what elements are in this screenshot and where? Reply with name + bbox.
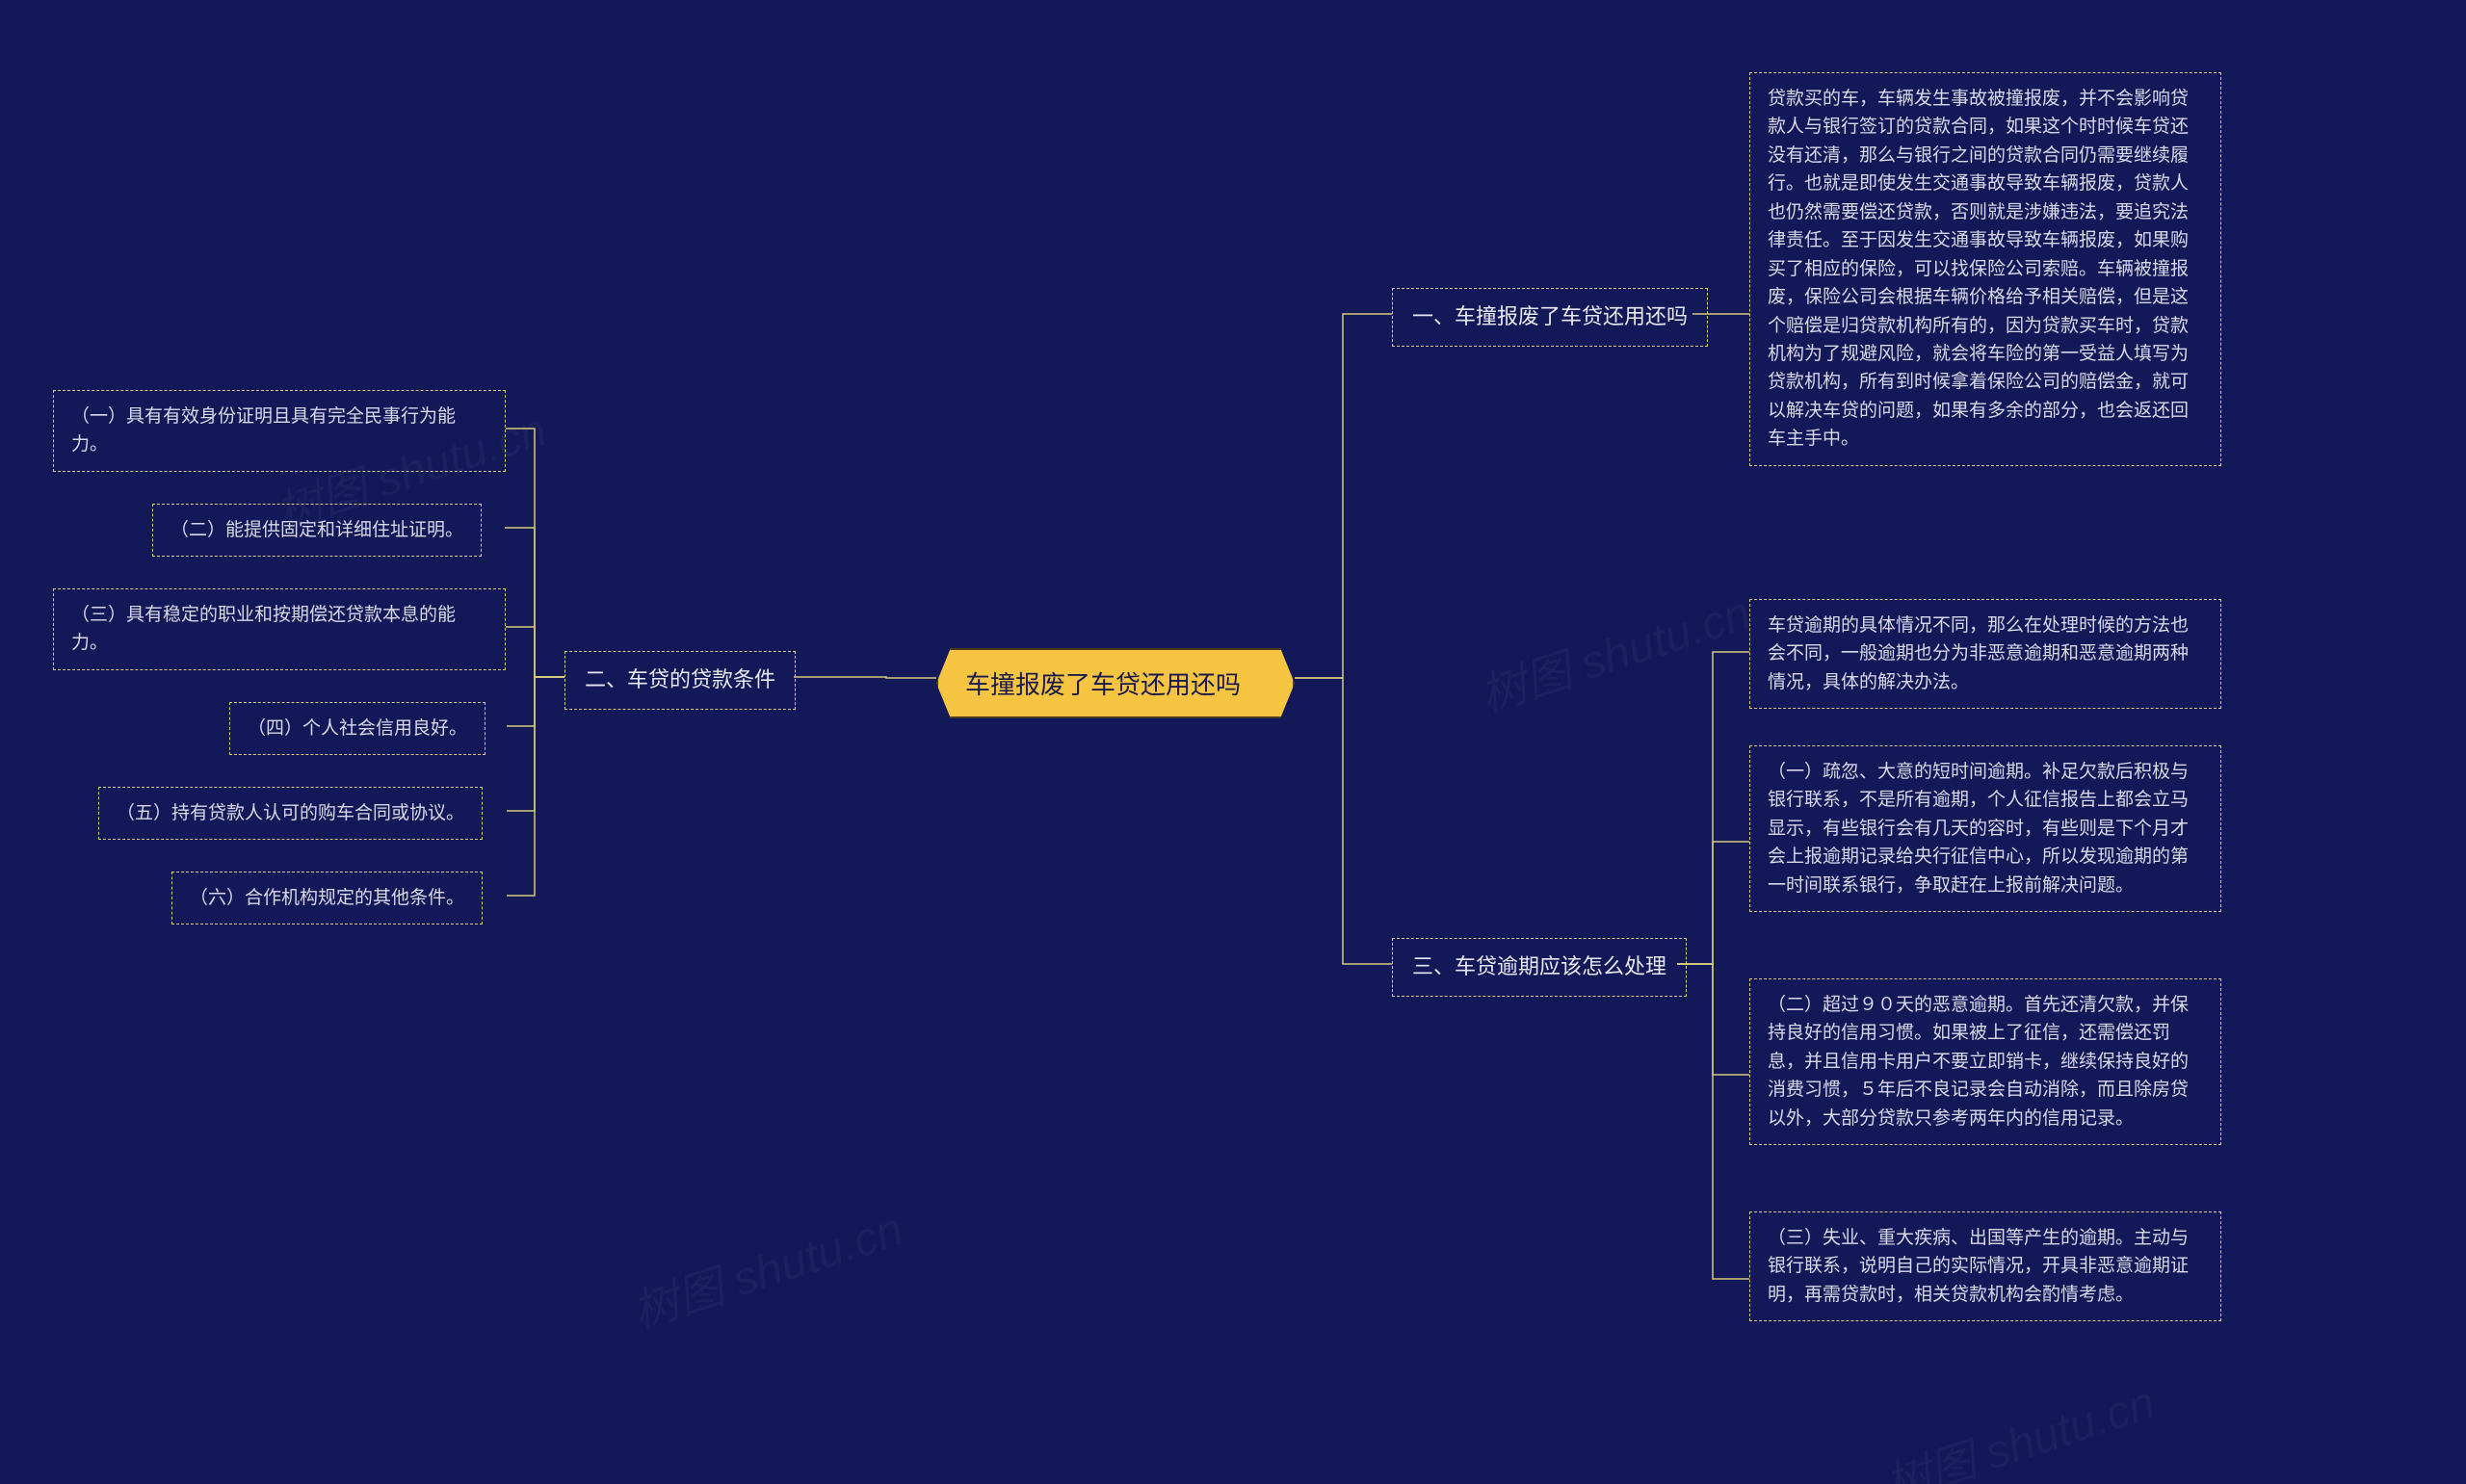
- leaf-node-2-1[interactable]: （一）具有有效身份证明且具有完全民事行为能力。: [53, 390, 506, 472]
- leaf-node-3-2[interactable]: （一）疏忽、大意的短时间逾期。补足欠款后积极与银行联系，不是所有逾期，个人征信报…: [1749, 745, 2221, 912]
- watermark: 树图 shutu.cn: [1470, 575, 1757, 725]
- branch-node-1[interactable]: 一、车撞报废了车贷还用还吗: [1392, 288, 1708, 347]
- leaf-node-3-3[interactable]: （二）超过９０天的恶意逾期。首先还清欠款，并保持良好的信用习惯。如果被上了征信，…: [1749, 978, 2221, 1145]
- leaf-node-2-4[interactable]: （四）个人社会信用良好。: [229, 702, 485, 755]
- leaf-node-3-4[interactable]: （三）失业、重大疾病、出国等产生的逾期。主动与银行联系，说明自己的实际情况，开具…: [1749, 1211, 2221, 1321]
- branch-node-2[interactable]: 二、车贷的贷款条件: [564, 651, 796, 710]
- leaf-node-2-3[interactable]: （三）具有稳定的职业和按期偿还贷款本息的能力。: [53, 588, 506, 670]
- watermark: 树图 shutu.cn: [622, 1191, 909, 1341]
- branch-node-3[interactable]: 三、车贷逾期应该怎么处理: [1392, 938, 1687, 997]
- watermark: 树图 shutu.cn: [1875, 1365, 2162, 1484]
- leaf-node-2-5[interactable]: （五）持有贷款人认可的购车合同或协议。: [98, 787, 483, 840]
- leaf-node-1-1[interactable]: 贷款买的车，车辆发生事故被撞报废，并不会影响贷款人与银行签订的贷款合同，如果这个…: [1749, 72, 2221, 466]
- leaf-node-2-2[interactable]: （二）能提供固定和详细住址证明。: [152, 504, 482, 557]
- mindmap-root[interactable]: 车撞报废了车贷还用还吗: [936, 648, 1295, 718]
- leaf-node-3-1[interactable]: 车贷逾期的具体情况不同，那么在处理时候的方法也会不同，一般逾期也分为非恶意逾期和…: [1749, 599, 2221, 709]
- leaf-node-2-6[interactable]: （六）合作机构规定的其他条件。: [171, 872, 483, 924]
